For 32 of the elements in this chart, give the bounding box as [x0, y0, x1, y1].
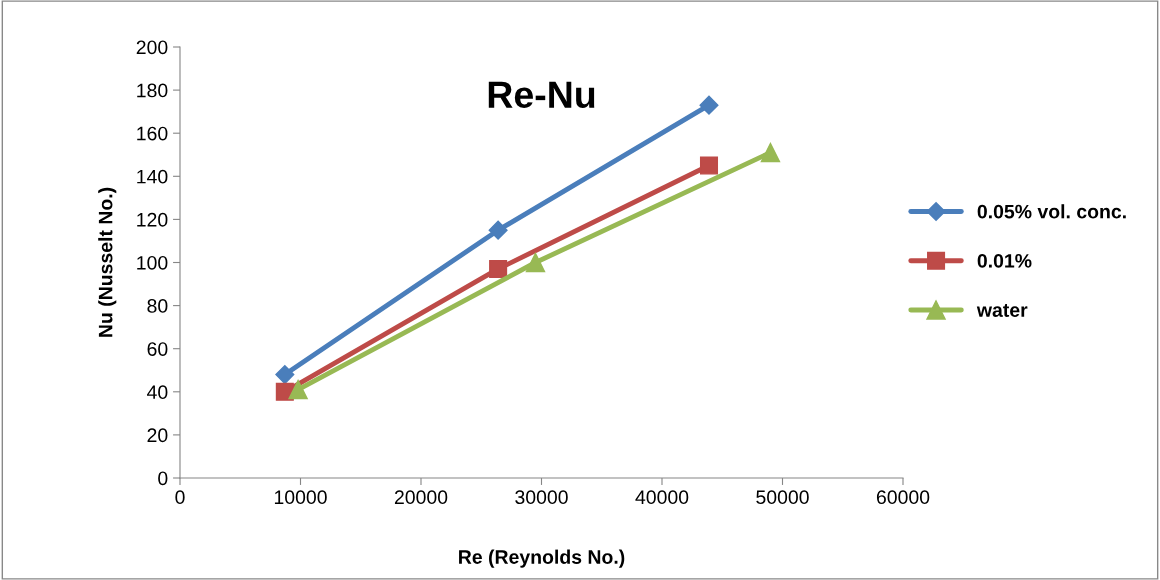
point	[699, 156, 719, 175]
y-tick-label: 200	[136, 40, 168, 55]
point	[488, 220, 508, 240]
y-tick-label: 140	[137, 169, 168, 184]
point	[275, 365, 295, 385]
point	[699, 95, 719, 115]
y-tick-label: 60	[147, 342, 168, 356]
y-axis-title: Nu (Nusselt No.)	[98, 187, 117, 337]
y-tick-label: 120	[137, 212, 168, 227]
x-tick-label: 20000	[394, 490, 448, 505]
y-tick-label: 160	[137, 126, 168, 141]
legend-label: water	[976, 304, 1028, 317]
x-tick-label: 0	[175, 490, 185, 505]
x-tick-label: 40000	[635, 490, 689, 505]
y-tick-label: 100	[137, 255, 168, 270]
y-tick-label: 40	[147, 385, 168, 400]
y-tick-label: 180	[137, 83, 168, 98]
legend-label: 0.05% vol. conc.	[977, 204, 1126, 219]
x-tick-label: 10000	[274, 490, 327, 505]
x-tick-label: 60000	[876, 490, 930, 505]
point	[489, 259, 508, 278]
x-tick-label: 30000	[515, 490, 568, 505]
y-tick-label: 80	[147, 299, 168, 313]
x-axis-title: Re (Reynolds No.)	[459, 549, 625, 568]
y-tick-label: 20	[147, 428, 168, 443]
point	[525, 252, 546, 273]
point	[760, 142, 781, 163]
text: Re-Nu	[488, 81, 595, 108]
point	[288, 379, 308, 400]
x-tick-label: 50000	[756, 490, 809, 505]
legend-label: 0.01%	[977, 253, 1032, 268]
y-tick-label: 0	[158, 471, 168, 486]
